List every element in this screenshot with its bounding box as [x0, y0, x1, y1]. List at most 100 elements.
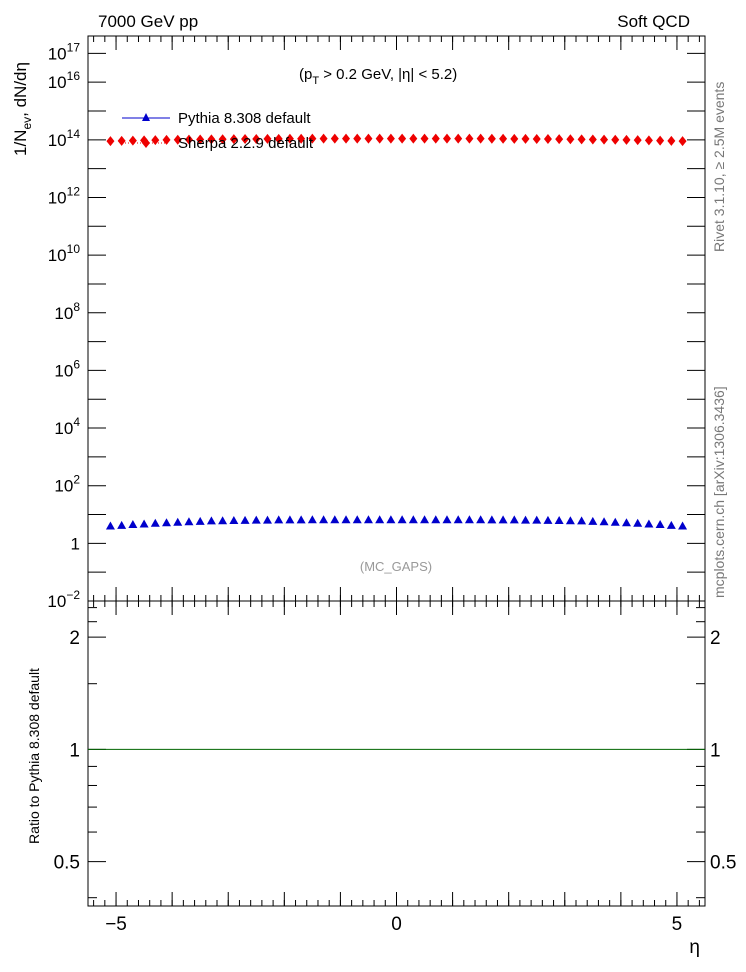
sherpa-point	[353, 133, 362, 144]
sherpa-point	[656, 135, 665, 146]
pythia-point	[352, 515, 362, 524]
ratio-y-tick-label-right: 1	[710, 740, 721, 761]
x-tick-label: −5	[105, 914, 127, 935]
pythia-point	[655, 520, 665, 529]
x-tick-label: 5	[672, 914, 683, 935]
ratio-x-tick-labels: −5 0 5	[105, 914, 682, 935]
y-tick-label: 1014	[48, 127, 81, 150]
x-axis-title: η	[689, 937, 700, 958]
sherpa-point	[476, 133, 485, 144]
pythia-point	[532, 515, 542, 524]
cut-label-sub: T	[312, 75, 319, 87]
pythia-point	[588, 516, 598, 525]
pythia-point	[577, 516, 587, 525]
y-tick-exponent: 14	[67, 127, 81, 141]
pythia-point	[375, 515, 385, 524]
pythia-point	[621, 518, 631, 527]
pythia-point	[610, 517, 620, 526]
cut-label-rest: > 0.2 GeV, |η| < 5.2)	[319, 66, 457, 83]
sherpa-point	[499, 133, 508, 144]
sherpa-point	[386, 133, 395, 144]
sherpa-point	[487, 133, 496, 144]
y-tick-exponent: 12	[67, 184, 81, 198]
pythia-point	[408, 515, 418, 524]
pythia-point	[184, 517, 194, 526]
sherpa-point	[409, 133, 418, 144]
sherpa-point	[510, 133, 519, 144]
y-tick-exponent: 17	[67, 40, 81, 54]
y-tick-exponent: 8	[73, 300, 80, 314]
ylabel-sub: ev	[20, 117, 34, 130]
ratio-y-tick-labels: 0.5 0.5 1 1 2 2	[54, 628, 737, 873]
ratio-y-tick-label-left: 0.5	[54, 853, 80, 874]
pythia-point	[363, 515, 373, 524]
y-tick-label: 1016	[48, 69, 81, 92]
sherpa-point	[196, 134, 205, 145]
mcplots-label: mcplots.cern.ch [arXiv:1306.3436]	[711, 386, 727, 598]
pythia-point	[117, 520, 127, 529]
sherpa-point	[263, 133, 272, 144]
sherpa-point	[611, 134, 620, 145]
sherpa-point	[106, 136, 115, 147]
y-tick-label: 1	[71, 534, 80, 553]
y-tick-base: 10	[54, 419, 73, 438]
sherpa-point	[633, 135, 642, 146]
y-tick-label: 104	[54, 415, 80, 438]
sherpa-point	[162, 134, 171, 145]
sherpa-point	[173, 134, 182, 145]
y-tick-exponent: 6	[73, 357, 80, 371]
pythia-point	[476, 515, 486, 524]
pythia-point	[453, 515, 463, 524]
pythia-point	[229, 516, 239, 525]
sherpa-point	[319, 133, 328, 144]
sherpa-point	[151, 135, 160, 146]
pythia-point	[633, 518, 643, 527]
legend-pythia-marker	[142, 113, 150, 121]
pythia-point	[442, 515, 452, 524]
sherpa-point	[465, 133, 474, 144]
pythia-point	[162, 518, 172, 527]
sherpa-point	[330, 133, 339, 144]
series-pythia	[105, 515, 688, 530]
y-tick-exponent: 16	[67, 69, 81, 83]
pythia-point	[498, 515, 508, 524]
y-tick-exponent: 4	[73, 415, 80, 429]
sherpa-point	[285, 133, 294, 144]
main-y-axis-title: 1/Nev, dN/dη	[11, 62, 34, 156]
ratio-frame	[87, 600, 706, 907]
y-tick-base: 10	[47, 592, 66, 611]
sherpa-point	[297, 133, 306, 144]
beam-label: 7000 GeV pp	[98, 12, 198, 31]
sherpa-point	[622, 134, 631, 145]
pythia-point	[487, 515, 497, 524]
y-tick-base: 10	[48, 246, 67, 265]
sherpa-point	[566, 134, 575, 145]
sherpa-point	[375, 133, 384, 144]
ratio-y-tick-label-left: 1	[69, 740, 80, 761]
sherpa-point	[454, 133, 463, 144]
sherpa-point	[678, 136, 687, 147]
pythia-point	[307, 515, 317, 524]
pythia-point	[319, 515, 329, 524]
pythia-point	[105, 521, 115, 530]
pythia-point	[386, 515, 396, 524]
pythia-point	[330, 515, 340, 524]
pythia-point	[240, 515, 250, 524]
y-tick-label: 102	[54, 473, 80, 496]
y-tick-label: 108	[54, 300, 80, 323]
y-tick-label: 1017	[48, 40, 81, 63]
ratio-y-tick-label-right: 0.5	[710, 853, 736, 874]
sherpa-point	[184, 134, 193, 145]
y-tick-label: 1012	[48, 184, 81, 207]
y-tick-label: 106	[54, 357, 80, 380]
ratio-y-tick-label-right: 2	[710, 628, 721, 649]
pythia-point	[195, 516, 205, 525]
sherpa-point	[128, 135, 137, 146]
ylabel-prefix: 1/N	[11, 130, 30, 156]
sherpa-point	[241, 133, 250, 144]
sherpa-point	[577, 134, 586, 145]
legend-sherpa-label: Sherpa 2.2.9 default	[178, 135, 314, 152]
pythia-point	[262, 515, 272, 524]
ratio-y-tick-label-left: 2	[69, 628, 80, 649]
